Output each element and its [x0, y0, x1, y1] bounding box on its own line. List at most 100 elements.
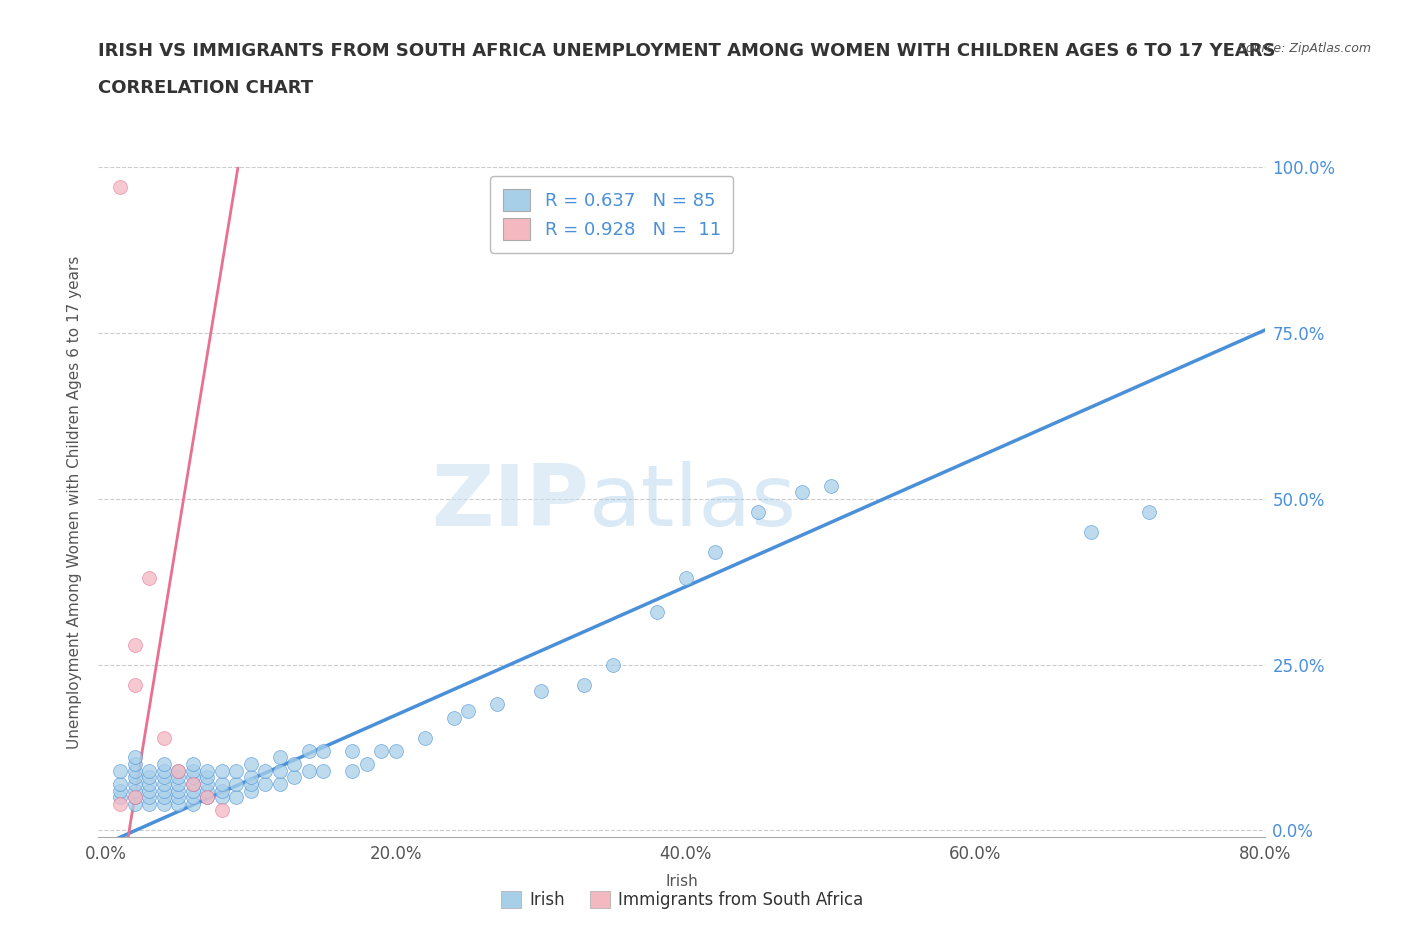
Point [340, 743, 363, 758]
Point [1080, 525, 1102, 539]
Point [124, 677, 146, 692]
Point [457, 704, 479, 719]
Point [572, 677, 595, 692]
Point [167, 764, 190, 778]
Point [167, 783, 190, 798]
Point [138, 764, 160, 778]
Text: Source: ZipAtlas.com: Source: ZipAtlas.com [1237, 42, 1371, 55]
Point [675, 571, 697, 586]
Point [124, 790, 146, 804]
Point [370, 743, 392, 758]
Point [167, 777, 190, 791]
Point [138, 571, 160, 586]
Point [181, 790, 204, 804]
Point [269, 764, 291, 778]
Point [529, 684, 551, 698]
Point [239, 783, 262, 798]
Point [356, 757, 378, 772]
Point [124, 637, 146, 652]
Point [269, 777, 291, 791]
X-axis label: Irish: Irish [665, 874, 699, 889]
Point [211, 790, 233, 804]
Point [181, 757, 204, 772]
Point [108, 179, 131, 194]
Point [138, 770, 160, 785]
Point [181, 777, 204, 791]
Point [298, 764, 321, 778]
Point [340, 764, 363, 778]
Point [747, 505, 769, 520]
Point [152, 777, 174, 791]
Text: CORRELATION CHART: CORRELATION CHART [98, 79, 314, 97]
Point [312, 764, 335, 778]
Point [195, 764, 218, 778]
Point [181, 764, 204, 778]
Point [167, 764, 190, 778]
Point [108, 790, 131, 804]
Point [195, 777, 218, 791]
Point [211, 764, 233, 778]
Text: IRISH VS IMMIGRANTS FROM SOUTH AFRICA UNEMPLOYMENT AMONG WOMEN WITH CHILDREN AGE: IRISH VS IMMIGRANTS FROM SOUTH AFRICA UN… [98, 42, 1275, 60]
Point [254, 777, 277, 791]
Point [181, 796, 204, 811]
Point [152, 790, 174, 804]
Text: atlas: atlas [589, 460, 797, 544]
Point [195, 790, 218, 804]
Point [211, 803, 233, 817]
Point [138, 796, 160, 811]
Point [820, 478, 842, 493]
Point [152, 757, 174, 772]
Point [239, 757, 262, 772]
Point [195, 770, 218, 785]
Point [269, 750, 291, 764]
Point [239, 770, 262, 785]
Point [283, 757, 305, 772]
Point [167, 790, 190, 804]
Point [124, 757, 146, 772]
Point [167, 770, 190, 785]
Point [138, 783, 160, 798]
Point [298, 743, 321, 758]
Point [602, 658, 624, 672]
Point [239, 777, 262, 791]
Point [225, 790, 247, 804]
Point [124, 777, 146, 791]
Point [211, 783, 233, 798]
Point [283, 770, 305, 785]
Point [108, 783, 131, 798]
Point [254, 764, 277, 778]
Point [443, 711, 465, 725]
Point [138, 790, 160, 804]
Point [152, 770, 174, 785]
Point [152, 783, 174, 798]
Point [124, 770, 146, 785]
Point [138, 777, 160, 791]
Text: ZIP: ZIP [430, 460, 589, 544]
Point [152, 730, 174, 745]
Point [1139, 505, 1161, 520]
Point [195, 790, 218, 804]
Point [124, 796, 146, 811]
Point [413, 730, 436, 745]
Point [108, 796, 131, 811]
Point [108, 764, 131, 778]
Point [152, 764, 174, 778]
Point [108, 777, 131, 791]
Point [124, 764, 146, 778]
Point [790, 485, 813, 499]
Point [152, 796, 174, 811]
Point [181, 770, 204, 785]
Point [124, 750, 146, 764]
Point [384, 743, 406, 758]
Point [225, 764, 247, 778]
Point [645, 604, 668, 619]
Point [195, 783, 218, 798]
Point [225, 777, 247, 791]
Point [486, 697, 509, 711]
Point [703, 544, 725, 559]
Point [181, 777, 204, 791]
Point [167, 796, 190, 811]
Point [181, 783, 204, 798]
Point [211, 777, 233, 791]
Point [312, 743, 335, 758]
